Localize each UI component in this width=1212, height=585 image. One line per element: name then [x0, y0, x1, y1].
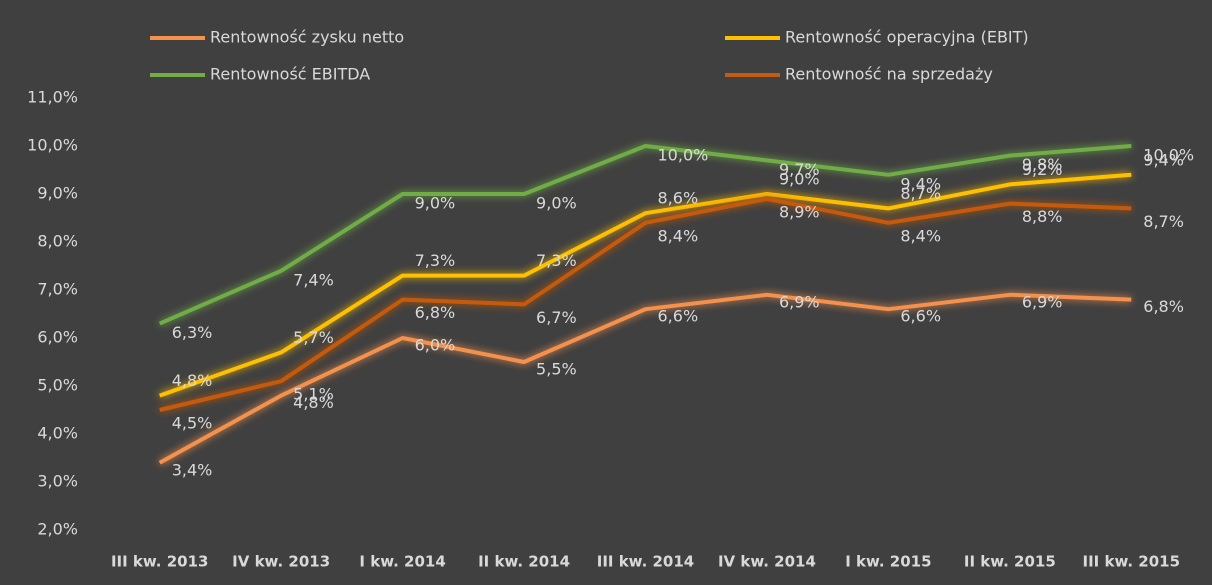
data-label: 5,5% [536, 360, 577, 379]
data-label: 7,3% [536, 251, 577, 270]
data-label: 9,7% [779, 160, 820, 179]
data-label: 8,9% [779, 202, 820, 221]
series-line [159, 196, 1132, 412]
series-line [159, 172, 1132, 398]
data-label: 5,7% [293, 328, 334, 347]
data-label: 4,8% [293, 393, 334, 412]
data-label: 9,4% [1143, 150, 1184, 169]
data-label: 8,6% [658, 189, 699, 208]
data-label: 10,0% [658, 146, 709, 165]
data-label: 6,9% [1022, 292, 1063, 311]
data-label: 10,0% [1143, 146, 1194, 165]
x-tick-label: III kw. 2014 [597, 553, 695, 571]
data-label: 6,7% [536, 308, 577, 327]
data-label: 3,4% [172, 460, 213, 479]
data-label: 8,7% [1143, 212, 1184, 231]
x-tick-label: I kw. 2014 [359, 553, 445, 571]
y-tick-label: 7,0% [37, 280, 78, 299]
data-label: 9,0% [536, 194, 577, 213]
x-tick-label: II kw. 2015 [964, 553, 1056, 571]
x-tick-label: IV kw. 2013 [232, 553, 330, 571]
data-label: 7,4% [293, 270, 334, 289]
data-label: 8,4% [900, 226, 941, 245]
data-label: 5,1% [293, 385, 334, 404]
data-label: 6,3% [172, 323, 213, 342]
legend-label: Rentowność operacyjna (EBIT) [785, 28, 1029, 47]
data-label: 6,8% [1143, 297, 1184, 316]
data-label: 9,2% [1022, 160, 1063, 179]
data-label: 6,6% [900, 307, 941, 326]
y-tick-label: 8,0% [37, 232, 78, 251]
y-tick-label: 6,0% [37, 328, 78, 347]
series-line [158, 292, 1132, 465]
data-label: 9,8% [1022, 155, 1063, 174]
data-label: 9,4% [900, 174, 941, 193]
x-tick-label: III kw. 2013 [111, 553, 209, 571]
y-tick-label: 11,0% [27, 88, 78, 107]
x-tick-label: I kw. 2015 [845, 553, 931, 571]
y-tick-label: 10,0% [27, 136, 78, 155]
y-tick-label: 9,0% [37, 184, 78, 203]
legend-label: Rentowność zysku netto [210, 28, 404, 47]
data-label: 8,7% [900, 184, 941, 203]
data-label: 7,3% [415, 251, 456, 270]
y-tick-label: 2,0% [37, 520, 78, 539]
y-tick-label: 3,0% [37, 472, 78, 491]
data-label: 8,8% [1022, 207, 1063, 226]
x-tick-label: IV kw. 2014 [718, 553, 816, 571]
data-label: 4,8% [172, 371, 213, 390]
y-tick-label: 4,0% [37, 424, 78, 443]
y-tick-label: 5,0% [37, 376, 78, 395]
x-tick-label: II kw. 2014 [478, 553, 570, 571]
legend-label: Rentowność na sprzedaży [785, 65, 993, 84]
data-label: 8,4% [658, 226, 699, 245]
data-label: 6,6% [658, 307, 699, 326]
data-label: 6,0% [415, 336, 456, 355]
legend-label: Rentowność EBITDA [210, 65, 370, 84]
data-label: 6,8% [415, 303, 456, 322]
series-line [158, 144, 1132, 326]
data-label: 6,9% [779, 292, 820, 311]
data-label: 9,0% [415, 194, 456, 213]
x-tick-label: III kw. 2015 [1083, 553, 1181, 571]
data-label: 9,0% [779, 170, 820, 189]
data-label: 4,5% [172, 414, 213, 433]
